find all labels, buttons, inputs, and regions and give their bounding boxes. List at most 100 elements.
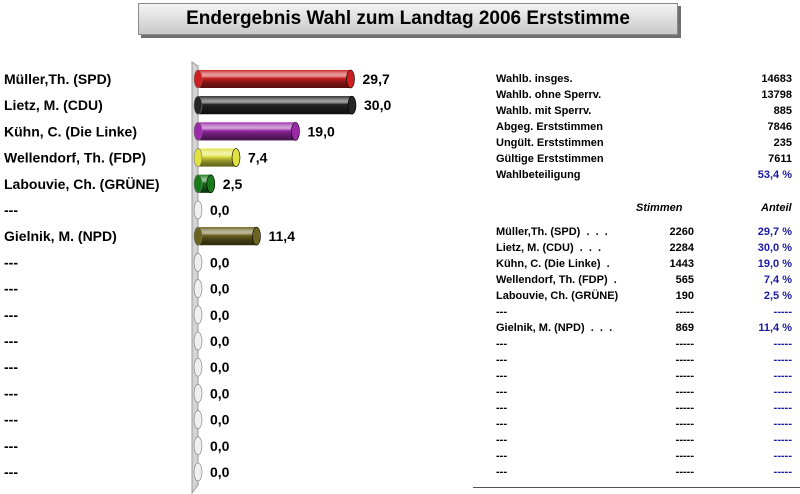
bar-base-cap bbox=[193, 200, 203, 220]
stats-value: 13798 bbox=[761, 89, 792, 101]
results-row: --- ----- ----- bbox=[496, 368, 796, 384]
candidate-share: ----- bbox=[773, 370, 792, 382]
bar-shading bbox=[198, 227, 257, 246]
candidate-name: Kühn, C. (Die Linke) . bbox=[496, 258, 610, 270]
bar-base-cap bbox=[193, 357, 203, 377]
category-label: Labouvie, Ch. (GRÜNE) bbox=[4, 176, 160, 192]
candidate-name: Gielnik, M. (NPD) . . . bbox=[496, 322, 613, 334]
results-row: --- ----- ----- bbox=[496, 336, 796, 352]
candidate-share: ----- bbox=[773, 450, 792, 462]
results-row: Labouvie, Ch. (GRÜNE) 190 2,5 % bbox=[496, 288, 796, 304]
candidate-name: --- bbox=[496, 306, 507, 318]
candidate-share: ----- bbox=[773, 338, 792, 350]
results-table: Müller,Th. (SPD) . . . 2260 29,7 % Lietz, M… bbox=[496, 224, 796, 480]
results-row: --- ----- ----- bbox=[496, 304, 796, 320]
candidate-share: ----- bbox=[773, 386, 792, 398]
candidate-share: 30,0 % bbox=[757, 242, 792, 254]
candidate-share: 19,0 % bbox=[757, 258, 792, 270]
stats-value: 235 bbox=[773, 137, 792, 149]
stats-value: 7611 bbox=[768, 153, 792, 165]
stats-row: Ungült. Erststimmen 235 bbox=[496, 135, 796, 151]
candidate-votes: ----- bbox=[675, 306, 694, 318]
stats-label: Gültige Erststimmen bbox=[496, 153, 604, 165]
category-label: --- bbox=[4, 385, 18, 401]
bar-end-cap bbox=[347, 95, 357, 115]
results-row: --- ----- ----- bbox=[496, 448, 796, 464]
candidate-share: ----- bbox=[773, 418, 792, 430]
stats-label: Wahlb. insges. bbox=[496, 73, 573, 85]
candidate-name: --- bbox=[496, 370, 507, 382]
candidate-votes: 565 bbox=[675, 274, 694, 286]
chart-title-box: Endergebnis Wahl zum Landtag 2006 Erstst… bbox=[138, 3, 678, 35]
value-label: 0,0 bbox=[210, 412, 230, 428]
results-row: --- ----- ----- bbox=[496, 400, 796, 416]
results-row: --- ----- ----- bbox=[496, 416, 796, 432]
value-label: 29,7 bbox=[363, 71, 390, 87]
category-label: --- bbox=[4, 333, 18, 349]
category-label: Kühn, C. (Die Linke) bbox=[4, 123, 137, 139]
candidate-name: --- bbox=[496, 354, 507, 366]
value-label: 11,4 bbox=[269, 228, 296, 244]
bar-shading bbox=[198, 122, 296, 141]
stats-row: Abgeg. Erststimmen 7846 bbox=[496, 119, 796, 135]
bar-base-cap bbox=[193, 253, 203, 272]
candidate-votes: ----- bbox=[675, 402, 694, 414]
candidate-votes: ----- bbox=[675, 354, 694, 366]
candidate-share: ----- bbox=[773, 402, 792, 414]
candidate-name: Lietz, M. (CDU) . . . bbox=[496, 242, 602, 254]
candidate-name: --- bbox=[496, 434, 507, 446]
candidate-name: Wellendorf, Th. (FDP) . bbox=[496, 274, 617, 286]
turnout-stats-table: Wahlb. insges. 14683 Wahlb. ohne Sperrv. 13… bbox=[496, 71, 796, 183]
candidate-share: ----- bbox=[773, 354, 792, 366]
value-label: 0,0 bbox=[210, 307, 230, 323]
candidate-votes: ----- bbox=[675, 370, 694, 382]
category-label: Gielnik, M. (NPD) bbox=[4, 228, 117, 244]
bar-base-cap bbox=[193, 279, 203, 298]
bar-end-cap bbox=[231, 148, 241, 167]
category-label: --- bbox=[4, 254, 18, 270]
stats-row: Wahlb. ohne Sperrv. 13798 bbox=[496, 87, 796, 103]
bar-end-cap bbox=[291, 122, 300, 141]
bar-base-cap bbox=[193, 174, 203, 194]
candidate-votes: 2260 bbox=[669, 226, 694, 238]
value-label: 0,0 bbox=[210, 281, 230, 297]
category-label: Wellendorf, Th. (FDP) bbox=[4, 150, 146, 166]
stats-value: 885 bbox=[773, 105, 792, 117]
results-row: --- ----- ----- bbox=[496, 352, 796, 368]
bar-base-cap bbox=[193, 331, 203, 351]
bar-base-cap bbox=[193, 384, 203, 403]
candidate-share: ----- bbox=[773, 434, 792, 446]
candidate-name: --- bbox=[496, 338, 507, 350]
category-label: --- bbox=[4, 464, 18, 480]
value-label: 30,0 bbox=[364, 97, 391, 113]
candidate-votes: ----- bbox=[675, 386, 694, 398]
results-row: Müller,Th. (SPD) . . . 2260 29,7 % bbox=[496, 224, 796, 240]
candidate-name: --- bbox=[496, 450, 507, 462]
category-label: --- bbox=[4, 412, 18, 428]
candidate-votes: 2284 bbox=[669, 242, 694, 254]
stats-value: 7846 bbox=[767, 121, 792, 133]
candidate-share: 2,5 % bbox=[763, 290, 792, 302]
bar-end-cap bbox=[252, 226, 261, 246]
candidate-votes: 1443 bbox=[669, 258, 694, 270]
stats-row: Wahlbeteiligung 53,4 % bbox=[496, 167, 796, 183]
stats-row: Wahlb. insges. 14683 bbox=[496, 71, 796, 87]
bar-shading bbox=[198, 96, 352, 115]
bar-shading bbox=[198, 70, 351, 88]
candidate-votes: 869 bbox=[675, 322, 694, 334]
stats-row: Wahlb. mit Sperrv. 885 bbox=[496, 103, 796, 119]
table-baseline bbox=[473, 487, 800, 488]
votes-column-header: Stimmen bbox=[636, 202, 683, 214]
value-label: 0,0 bbox=[210, 333, 230, 349]
category-label: --- bbox=[4, 307, 18, 323]
bar-chart: Müller,Th. (SPD) 29,7 Lietz, M. (CDU) 30,0 K… bbox=[4, 61, 391, 494]
candidate-share: ----- bbox=[773, 306, 792, 318]
candidate-name: --- bbox=[496, 418, 507, 430]
candidate-share: 29,7 % bbox=[757, 226, 792, 238]
stats-label: Wahlb. mit Sperrv. bbox=[496, 105, 592, 117]
bar-base-cap bbox=[193, 436, 203, 456]
value-label: 0,0 bbox=[210, 464, 230, 480]
results-row: --- ----- ----- bbox=[496, 384, 796, 400]
chart-title: Endergebnis Wahl zum Landtag 2006 Erstst… bbox=[186, 8, 630, 29]
results-row: --- ----- ----- bbox=[496, 464, 796, 480]
